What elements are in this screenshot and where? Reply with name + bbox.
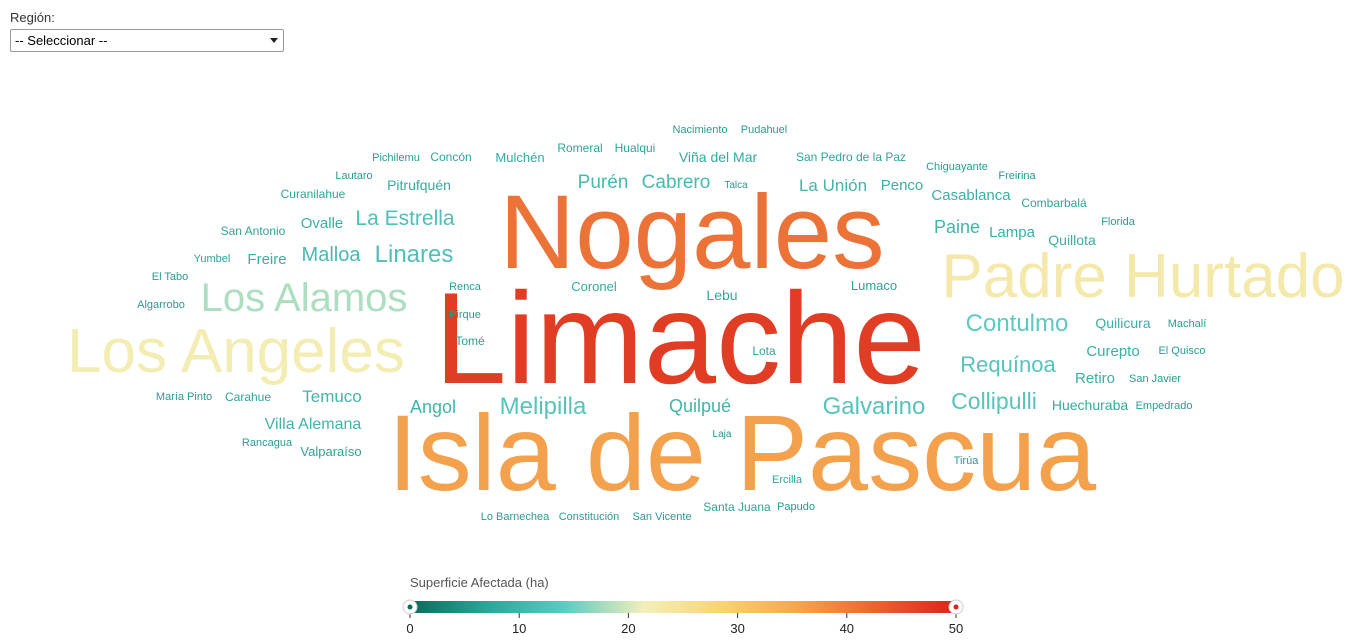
word-nacimiento[interactable]: Nacimiento [672, 124, 727, 136]
word-los-alamos[interactable]: Los Alamos [201, 276, 408, 320]
word-isla-de-pascua[interactable]: Isla de Pascua [388, 392, 1097, 513]
word-retiro[interactable]: Retiro [1075, 370, 1115, 387]
word-papudo[interactable]: Papudo [777, 501, 815, 513]
word-purén[interactable]: Purén [578, 172, 629, 193]
word-concón[interactable]: Concón [430, 150, 471, 164]
legend-title: Superficie Afectada (ha) [410, 575, 549, 590]
word-machalí[interactable]: Machalí [1168, 318, 1207, 330]
word-galvarino[interactable]: Galvarino [823, 393, 926, 420]
word-lumaco[interactable]: Lumaco [851, 278, 897, 293]
region-filter-label: Región: [10, 10, 55, 25]
word-maría-pinto[interactable]: María Pinto [156, 391, 212, 403]
legend-tick-label: 0 [406, 621, 413, 636]
word-padre-hurtado[interactable]: Padre Hurtado [941, 242, 1344, 311]
word-san-antonio[interactable]: San Antonio [221, 224, 286, 238]
word-pichilemu[interactable]: Pichilemu [372, 152, 420, 164]
word-lo-barnechea[interactable]: Lo Barnechea [481, 511, 550, 523]
word-casablanca[interactable]: Casablanca [931, 187, 1011, 204]
region-select[interactable]: -- Seleccionar -- [10, 29, 284, 52]
word-lampa[interactable]: Lampa [989, 224, 1036, 241]
word-quilpué[interactable]: Quilpué [669, 396, 731, 416]
word-el-tabo[interactable]: El Tabo [152, 271, 189, 283]
legend-tick-label: 40 [840, 621, 854, 636]
word-combarbalá[interactable]: Combarbalá [1021, 196, 1087, 210]
word-romeral[interactable]: Romeral [557, 141, 602, 155]
word-ercilla[interactable]: Ercilla [772, 474, 803, 486]
word-tirúa[interactable]: Tirúa [954, 455, 980, 467]
word-quilicura[interactable]: Quilicura [1095, 315, 1150, 331]
word-curanilahue[interactable]: Curanilahue [281, 187, 346, 201]
region-select-value: -- Seleccionar -- [15, 33, 108, 48]
word-paine[interactable]: Paine [934, 217, 980, 237]
word-huechuraba[interactable]: Huechuraba [1052, 397, 1128, 413]
word-freire[interactable]: Freire [247, 251, 286, 268]
word-laja[interactable]: Laja [713, 429, 732, 440]
word-villa-alemana[interactable]: Villa Alemana [265, 416, 362, 433]
word-pirque[interactable]: Pirque [449, 309, 481, 321]
word-ovalle[interactable]: Ovalle [301, 215, 344, 232]
word-empedrado[interactable]: Empedrado [1136, 400, 1193, 412]
legend-max-handle-dot [953, 604, 959, 610]
word-requínoa[interactable]: Requínoa [960, 352, 1056, 377]
word-pitrufquén[interactable]: Pitrufquén [387, 177, 451, 193]
word-san-javier[interactable]: San Javier [1129, 373, 1181, 385]
word-temuco[interactable]: Temuco [302, 387, 362, 406]
word-pudahuel[interactable]: Pudahuel [741, 124, 788, 136]
word-penco[interactable]: Penco [881, 177, 924, 194]
word-yumbel[interactable]: Yumbel [194, 253, 231, 265]
legend-tick-label: 20 [621, 621, 635, 636]
word-cabrero[interactable]: Cabrero [642, 172, 711, 193]
legend-min-handle-dot [407, 604, 413, 610]
word-collipulli[interactable]: Collipulli [951, 388, 1037, 414]
word-florida[interactable]: Florida [1101, 216, 1136, 228]
word-lota[interactable]: Lota [752, 344, 776, 358]
word-hualqui[interactable]: Hualqui [615, 141, 656, 155]
word-quillota[interactable]: Quillota [1048, 232, 1096, 248]
word-chiguayante[interactable]: Chiguayante [926, 161, 988, 173]
word-linares[interactable]: Linares [375, 241, 454, 268]
word-angol[interactable]: Angol [410, 397, 456, 417]
word-coronel[interactable]: Coronel [571, 279, 617, 294]
word-malloa[interactable]: Malloa [302, 244, 362, 266]
word-san-pedro-de-la-paz[interactable]: San Pedro de la Paz [796, 150, 906, 164]
word-limache[interactable]: Limache [434, 265, 925, 411]
word-curepto[interactable]: Curepto [1086, 343, 1139, 360]
chevron-down-icon[interactable] [270, 38, 278, 43]
legend-gradient-bar [410, 601, 956, 613]
word-los-angeles[interactable]: Los Angeles [67, 317, 405, 386]
word-lebu[interactable]: Lebu [706, 287, 737, 303]
word-constitución[interactable]: Constitución [559, 511, 620, 523]
legend-tick-label: 50 [949, 621, 963, 636]
word-valparaíso[interactable]: Valparaíso [300, 444, 361, 459]
word-renca[interactable]: Renca [449, 281, 482, 293]
word-la-unión[interactable]: La Unión [799, 176, 867, 195]
word-nogales[interactable]: Nogales [499, 174, 884, 291]
word-melipilla[interactable]: Melipilla [500, 393, 587, 420]
word-carahue[interactable]: Carahue [225, 390, 271, 404]
word-talca[interactable]: Talca [724, 180, 748, 191]
word-viña-del-mar[interactable]: Viña del Mar [679, 149, 758, 165]
word-algarrobo[interactable]: Algarrobo [137, 299, 185, 311]
word-lautaro[interactable]: Lautaro [335, 170, 372, 182]
word-contulmo[interactable]: Contulmo [966, 310, 1069, 337]
word-el-quisco[interactable]: El Quisco [1158, 345, 1205, 357]
word-la-estrella[interactable]: La Estrella [355, 207, 455, 230]
word-tomé[interactable]: Tomé [455, 334, 485, 348]
word-rancagua[interactable]: Rancagua [242, 437, 293, 449]
word-mulchén[interactable]: Mulchén [495, 150, 544, 165]
word-santa-juana[interactable]: Santa Juana [703, 500, 771, 514]
legend-tick-label: 10 [512, 621, 526, 636]
word-san-vicente[interactable]: San Vicente [632, 511, 691, 523]
word-freirina[interactable]: Freirina [998, 170, 1036, 182]
legend-tick-label: 30 [730, 621, 744, 636]
